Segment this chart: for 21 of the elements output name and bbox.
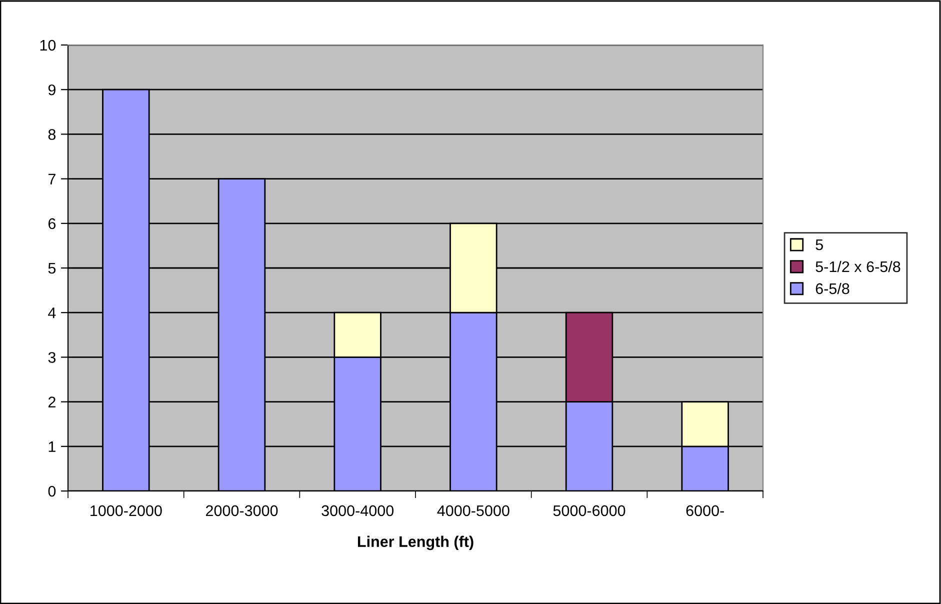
y-tick-label: 2 <box>48 396 56 408</box>
x-tick-label: 2000-3000 <box>206 505 278 516</box>
x-axis-title: Liner Length (ft) <box>358 536 474 550</box>
y-tick-label: 10 <box>40 40 56 51</box>
legend-label: 6-5/8 <box>816 282 850 294</box>
y-tick-label: 3 <box>48 352 56 363</box>
y-tick-label: 7 <box>48 174 56 184</box>
y-tick-label: 5 <box>48 263 56 274</box>
x-tick-label: 3000-4000 <box>322 505 394 516</box>
legend-label: 5-1/2 x 6-5/8 <box>816 260 900 272</box>
x-tick-label: 6000- <box>686 505 724 516</box>
y-tick-label: 6 <box>48 218 56 230</box>
y-tick-label: 1 <box>48 441 56 452</box>
y-tick-label: 8 <box>48 129 56 140</box>
legend-label: 5 <box>816 240 823 250</box>
x-tick-label: 4000-5000 <box>437 505 510 516</box>
y-tick-label: 0 <box>48 486 56 497</box>
x-tick-label: 5000-6000 <box>553 505 626 516</box>
x-tick-label: 1000-2000 <box>90 505 162 516</box>
y-tick-label: 4 <box>48 308 56 318</box>
y-tick-label: 9 <box>48 84 56 96</box>
